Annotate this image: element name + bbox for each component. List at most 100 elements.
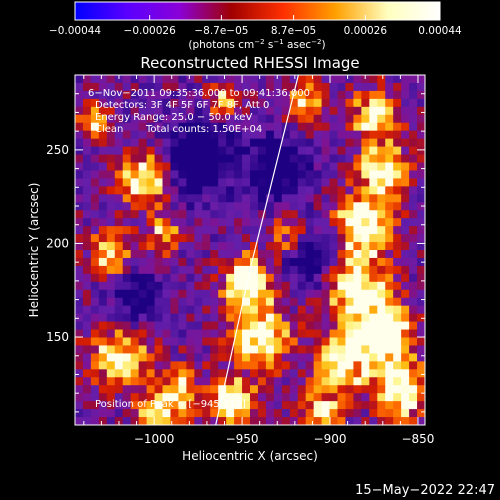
heatmap-cell	[257, 409, 267, 418]
heatmap-cell	[265, 170, 275, 179]
heatmap-cell	[218, 194, 227, 203]
heatmap-cell	[242, 297, 251, 307]
heatmap-cell	[98, 393, 108, 402]
heatmap-cell	[226, 273, 235, 283]
heatmap-cell	[385, 297, 394, 307]
heatmap-cell	[114, 353, 124, 362]
heatmap-cell	[130, 417, 140, 425]
heatmap-cell	[250, 337, 259, 347]
heatmap-cell	[210, 82, 219, 92]
heatmap-cell	[122, 385, 132, 394]
heatmap-cell	[154, 250, 164, 259]
heatmap-cell	[242, 257, 251, 267]
heatmap-cell	[75, 345, 84, 354]
heatmap-cell	[210, 90, 219, 100]
heatmap-cell	[281, 417, 291, 425]
heatmap-cell	[186, 250, 195, 259]
heatmap-cell	[409, 218, 418, 227]
heatmap-cell	[337, 146, 347, 156]
heatmap-cell	[289, 242, 299, 251]
heatmap-cell	[106, 385, 116, 394]
heatmap-cell	[297, 130, 307, 140]
heatmap-cell	[242, 250, 251, 259]
heatmap-cell	[98, 82, 108, 92]
heatmap-cell	[218, 401, 227, 410]
heatmap-cell	[130, 114, 140, 124]
heatmap-cell	[154, 82, 164, 92]
heatmap-cell	[234, 369, 243, 378]
heatmap-cell	[90, 337, 100, 347]
heatmap-cell	[226, 178, 235, 187]
heatmap-cell	[130, 329, 140, 339]
heatmap-cell	[401, 106, 410, 116]
heatmap-cell	[281, 393, 291, 402]
heatmap-cell	[377, 313, 386, 323]
heatmap-cell	[353, 130, 362, 140]
heatmap-cell	[377, 106, 386, 116]
heatmap-cell	[409, 337, 418, 347]
heatmap-cell	[210, 273, 219, 283]
heatmap-cell	[218, 162, 227, 172]
heatmap-cell	[361, 377, 370, 386]
heatmap-cell	[273, 194, 283, 203]
heatmap-cell	[321, 369, 331, 378]
heatmap-cell	[369, 353, 378, 362]
heatmap-cell	[234, 75, 243, 84]
heatmap-cell	[178, 377, 187, 386]
heatmap-cell	[313, 377, 323, 386]
heatmap-cell	[273, 369, 283, 378]
heatmap-cell	[273, 257, 283, 267]
heatmap-cell	[377, 154, 386, 164]
heatmap-cell	[297, 90, 307, 100]
heatmap-cell	[186, 289, 195, 299]
heatmap-cell	[82, 130, 92, 140]
heatmap-cell	[321, 345, 331, 354]
heatmap-cell	[361, 130, 370, 140]
heatmap-cell	[329, 130, 339, 140]
heatmap-cell	[146, 273, 156, 283]
heatmap-cell	[138, 146, 148, 156]
heatmap-cell	[401, 194, 410, 203]
heatmap-cell	[337, 265, 347, 275]
heatmap-cell	[385, 369, 394, 378]
heatmap-cell	[265, 337, 275, 347]
heatmap-cell	[305, 170, 315, 179]
heatmap-cell	[82, 178, 92, 187]
heatmap-cell	[361, 226, 370, 235]
heatmap-cell	[265, 154, 275, 164]
heatmap-cell	[178, 250, 187, 259]
heatmap-cell	[329, 82, 339, 92]
heatmap-cell	[297, 75, 307, 84]
heatmap-cell	[409, 130, 418, 140]
heatmap-cell	[98, 210, 108, 219]
heatmap-cell	[377, 130, 386, 140]
heatmap-cell	[345, 226, 354, 235]
heatmap-cell	[385, 353, 394, 362]
heatmap-cell	[401, 162, 410, 172]
heatmap-cell	[146, 377, 156, 386]
heatmap-cell	[417, 154, 425, 164]
heatmap-cell	[130, 138, 140, 148]
heatmap-cell	[353, 361, 362, 370]
heatmap-cell	[401, 98, 410, 108]
heatmap-cell	[90, 273, 100, 283]
heatmap-cell	[130, 162, 140, 172]
heatmap-cell	[257, 281, 267, 291]
heatmap-cell	[210, 353, 219, 362]
heatmap-cell	[75, 234, 84, 243]
heatmap-cell	[162, 154, 172, 164]
heatmap-cell	[329, 98, 339, 108]
heatmap-cell	[377, 186, 386, 195]
heatmap-cell	[154, 146, 164, 156]
heatmap-cell	[393, 401, 402, 410]
heatmap-cell	[385, 417, 394, 425]
heatmap-cell	[417, 218, 425, 227]
heatmap-cell	[321, 138, 331, 148]
heatmap-cell	[186, 75, 195, 84]
heatmap-cell	[313, 257, 323, 267]
heatmap-cell	[345, 186, 354, 195]
heatmap-cell	[345, 369, 354, 378]
heatmap-cell	[361, 162, 370, 172]
heatmap-cell	[98, 242, 108, 251]
